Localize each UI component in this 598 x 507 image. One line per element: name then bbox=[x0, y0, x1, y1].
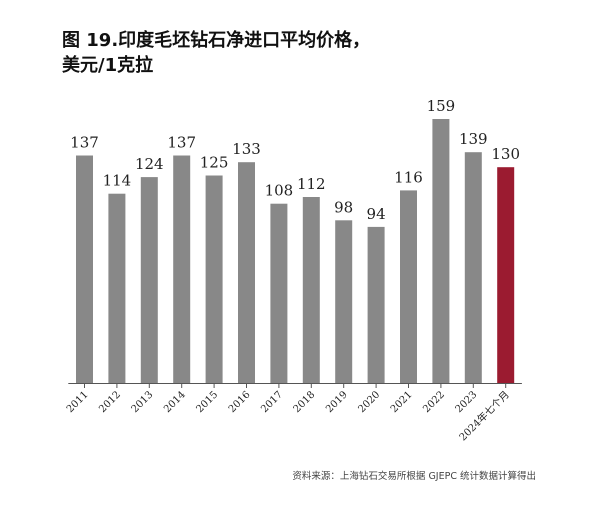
data-label-6: 108 bbox=[265, 182, 294, 200]
bar-0 bbox=[76, 155, 93, 383]
bar-10 bbox=[400, 190, 417, 383]
bar-9 bbox=[367, 226, 385, 383]
data-label-9: 94 bbox=[367, 205, 386, 223]
bar-12 bbox=[464, 152, 482, 383]
data-label-3: 137 bbox=[167, 134, 196, 152]
data-label-11: 159 bbox=[427, 97, 456, 115]
bar-1 bbox=[108, 193, 126, 383]
data-label-4: 125 bbox=[200, 154, 229, 172]
x-tick-label-6: 2017 bbox=[259, 389, 285, 415]
data-label-13: 130 bbox=[491, 145, 520, 163]
bar-11 bbox=[432, 119, 450, 383]
x-tick-label-7: 2018 bbox=[292, 389, 318, 415]
bar-3 bbox=[173, 155, 191, 383]
chart-title: 图 19.印度毛坯钻石净进口平均价格， 美元/1克拉 bbox=[62, 28, 542, 78]
x-tick-label-1: 2012 bbox=[97, 389, 123, 415]
data-label-8: 98 bbox=[334, 198, 353, 216]
x-tick-label-8: 2019 bbox=[324, 389, 350, 415]
data-label-5: 133 bbox=[232, 140, 261, 158]
data-label-10: 116 bbox=[394, 168, 423, 186]
bar-6 bbox=[270, 203, 288, 383]
x-tick-label-12: 2023 bbox=[454, 389, 480, 415]
bar-4 bbox=[205, 175, 223, 383]
x-tick-label-4: 2015 bbox=[194, 389, 220, 415]
chart-title-line-1: 图 19.印度毛坯钻石净进口平均价格， bbox=[62, 30, 371, 51]
bar-8 bbox=[335, 220, 353, 383]
bar-7 bbox=[302, 197, 320, 383]
data-label-1: 114 bbox=[103, 172, 132, 190]
x-tick-label-2: 2013 bbox=[130, 389, 156, 415]
x-tick-label-11: 2022 bbox=[421, 389, 447, 415]
bar-13 bbox=[497, 167, 515, 383]
data-label-0: 137 bbox=[70, 134, 99, 152]
x-tick-label-5: 2016 bbox=[227, 389, 253, 415]
source-note: 资料来源：上海钻石交易所根据 GJEPC 统计数据计算得出 bbox=[292, 471, 536, 482]
chart-title-line-2: 美元/1克拉 bbox=[62, 55, 154, 76]
data-label-7: 112 bbox=[297, 175, 326, 193]
data-label-12: 139 bbox=[459, 130, 488, 148]
bar-5 bbox=[238, 162, 255, 383]
bar-2 bbox=[140, 177, 158, 383]
x-tick-label-10: 2021 bbox=[389, 389, 415, 415]
x-tick-label-3: 2014 bbox=[162, 389, 188, 415]
x-tick-label-9: 2020 bbox=[356, 389, 382, 415]
x-tick-label-0: 2011 bbox=[65, 389, 91, 415]
data-label-2: 124 bbox=[135, 155, 164, 173]
